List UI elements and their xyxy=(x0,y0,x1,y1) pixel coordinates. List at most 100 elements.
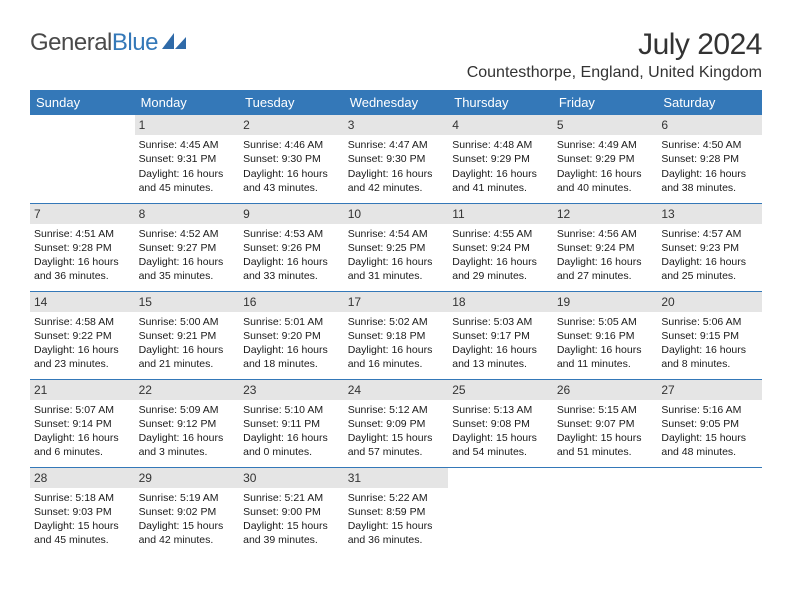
sunset-text: Sunset: 9:16 PM xyxy=(557,329,654,343)
calendar-cell: 16Sunrise: 5:01 AMSunset: 9:20 PMDayligh… xyxy=(239,291,344,379)
day-number: 26 xyxy=(553,380,658,400)
sunset-text: Sunset: 9:27 PM xyxy=(139,241,236,255)
sunset-text: Sunset: 9:30 PM xyxy=(243,152,340,166)
sunset-text: Sunset: 9:25 PM xyxy=(348,241,445,255)
daylight-text: Daylight: 16 hours and 21 minutes. xyxy=(139,343,236,371)
sunset-text: Sunset: 9:22 PM xyxy=(34,329,131,343)
daylight-text: Daylight: 16 hours and 3 minutes. xyxy=(139,431,236,459)
logo-sail-icon xyxy=(162,30,188,58)
calendar-week-row: 21Sunrise: 5:07 AMSunset: 9:14 PMDayligh… xyxy=(30,379,762,467)
daylight-text: Daylight: 15 hours and 48 minutes. xyxy=(661,431,758,459)
daylight-text: Daylight: 16 hours and 35 minutes. xyxy=(139,255,236,283)
sunset-text: Sunset: 9:20 PM xyxy=(243,329,340,343)
day-number: 19 xyxy=(553,292,658,312)
day-number: 23 xyxy=(239,380,344,400)
sunrise-text: Sunrise: 5:05 AM xyxy=(557,315,654,329)
calendar-cell: 10Sunrise: 4:54 AMSunset: 9:25 PMDayligh… xyxy=(344,203,449,291)
daylight-text: Daylight: 16 hours and 45 minutes. xyxy=(139,167,236,195)
sunrise-text: Sunrise: 4:49 AM xyxy=(557,138,654,152)
day-number: 21 xyxy=(30,380,135,400)
sunset-text: Sunset: 9:17 PM xyxy=(452,329,549,343)
sunset-text: Sunset: 9:24 PM xyxy=(557,241,654,255)
day-number: 25 xyxy=(448,380,553,400)
sunset-text: Sunset: 9:11 PM xyxy=(243,417,340,431)
sunset-text: Sunset: 9:29 PM xyxy=(557,152,654,166)
daylight-text: Daylight: 16 hours and 0 minutes. xyxy=(243,431,340,459)
sunrise-text: Sunrise: 4:45 AM xyxy=(139,138,236,152)
sunset-text: Sunset: 9:28 PM xyxy=(661,152,758,166)
day-number: 20 xyxy=(657,292,762,312)
daylight-text: Daylight: 16 hours and 25 minutes. xyxy=(661,255,758,283)
day-number: 29 xyxy=(135,468,240,488)
day-number: 14 xyxy=(30,292,135,312)
sunrise-text: Sunrise: 5:12 AM xyxy=(348,403,445,417)
location-text: Countesthorpe, England, United Kingdom xyxy=(467,64,762,82)
calendar-cell: 11Sunrise: 4:55 AMSunset: 9:24 PMDayligh… xyxy=(448,203,553,291)
calendar-cell: 22Sunrise: 5:09 AMSunset: 9:12 PMDayligh… xyxy=(135,379,240,467)
sunrise-text: Sunrise: 5:22 AM xyxy=(348,491,445,505)
calendar-cell: 7Sunrise: 4:51 AMSunset: 9:28 PMDaylight… xyxy=(30,203,135,291)
sunrise-text: Sunrise: 5:06 AM xyxy=(661,315,758,329)
day-number: 13 xyxy=(657,204,762,224)
calendar-cell: 1Sunrise: 4:45 AMSunset: 9:31 PMDaylight… xyxy=(135,115,240,203)
daylight-text: Daylight: 15 hours and 39 minutes. xyxy=(243,519,340,547)
sunset-text: Sunset: 9:05 PM xyxy=(661,417,758,431)
daylight-text: Daylight: 16 hours and 13 minutes. xyxy=(452,343,549,371)
day-number: 31 xyxy=(344,468,449,488)
daylight-text: Daylight: 15 hours and 57 minutes. xyxy=(348,431,445,459)
calendar-week-row: 14Sunrise: 4:58 AMSunset: 9:22 PMDayligh… xyxy=(30,291,762,379)
calendar-cell: 23Sunrise: 5:10 AMSunset: 9:11 PMDayligh… xyxy=(239,379,344,467)
sunrise-text: Sunrise: 4:52 AM xyxy=(139,227,236,241)
sunset-text: Sunset: 9:18 PM xyxy=(348,329,445,343)
weekday-header: Tuesday xyxy=(239,90,344,115)
calendar-cell: 31Sunrise: 5:22 AMSunset: 8:59 PMDayligh… xyxy=(344,467,449,555)
calendar-cell: 3Sunrise: 4:47 AMSunset: 9:30 PMDaylight… xyxy=(344,115,449,203)
sunrise-text: Sunrise: 4:56 AM xyxy=(557,227,654,241)
daylight-text: Daylight: 16 hours and 40 minutes. xyxy=(557,167,654,195)
sunset-text: Sunset: 9:09 PM xyxy=(348,417,445,431)
calendar-cell: 20Sunrise: 5:06 AMSunset: 9:15 PMDayligh… xyxy=(657,291,762,379)
day-number: 7 xyxy=(30,204,135,224)
day-number: 22 xyxy=(135,380,240,400)
title-block: July 2024 Countesthorpe, England, United… xyxy=(467,28,762,82)
sunrise-text: Sunrise: 4:57 AM xyxy=(661,227,758,241)
calendar-cell xyxy=(553,467,658,555)
daylight-text: Daylight: 16 hours and 18 minutes. xyxy=(243,343,340,371)
daylight-text: Daylight: 15 hours and 42 minutes. xyxy=(139,519,236,547)
sunrise-text: Sunrise: 5:02 AM xyxy=(348,315,445,329)
day-number: 9 xyxy=(239,204,344,224)
sunrise-text: Sunrise: 4:58 AM xyxy=(34,315,131,329)
daylight-text: Daylight: 16 hours and 23 minutes. xyxy=(34,343,131,371)
daylight-text: Daylight: 16 hours and 29 minutes. xyxy=(452,255,549,283)
day-number: 2 xyxy=(239,115,344,135)
calendar-cell: 29Sunrise: 5:19 AMSunset: 9:02 PMDayligh… xyxy=(135,467,240,555)
calendar-week-row: 1Sunrise: 4:45 AMSunset: 9:31 PMDaylight… xyxy=(30,115,762,203)
calendar-cell: 28Sunrise: 5:18 AMSunset: 9:03 PMDayligh… xyxy=(30,467,135,555)
sunset-text: Sunset: 9:26 PM xyxy=(243,241,340,255)
day-number: 5 xyxy=(553,115,658,135)
calendar-cell: 4Sunrise: 4:48 AMSunset: 9:29 PMDaylight… xyxy=(448,115,553,203)
sunrise-text: Sunrise: 5:01 AM xyxy=(243,315,340,329)
daylight-text: Daylight: 16 hours and 43 minutes. xyxy=(243,167,340,195)
sunrise-text: Sunrise: 5:13 AM xyxy=(452,403,549,417)
daylight-text: Daylight: 15 hours and 45 minutes. xyxy=(34,519,131,547)
sunset-text: Sunset: 9:29 PM xyxy=(452,152,549,166)
sunrise-text: Sunrise: 4:54 AM xyxy=(348,227,445,241)
day-number: 15 xyxy=(135,292,240,312)
daylight-text: Daylight: 15 hours and 36 minutes. xyxy=(348,519,445,547)
sunrise-text: Sunrise: 4:50 AM xyxy=(661,138,758,152)
calendar-cell: 18Sunrise: 5:03 AMSunset: 9:17 PMDayligh… xyxy=(448,291,553,379)
sunrise-text: Sunrise: 5:15 AM xyxy=(557,403,654,417)
sunrise-text: Sunrise: 4:47 AM xyxy=(348,138,445,152)
day-number: 8 xyxy=(135,204,240,224)
sunset-text: Sunset: 9:21 PM xyxy=(139,329,236,343)
sunset-text: Sunset: 9:30 PM xyxy=(348,152,445,166)
calendar-cell: 25Sunrise: 5:13 AMSunset: 9:08 PMDayligh… xyxy=(448,379,553,467)
calendar-cell: 21Sunrise: 5:07 AMSunset: 9:14 PMDayligh… xyxy=(30,379,135,467)
sunrise-text: Sunrise: 5:18 AM xyxy=(34,491,131,505)
day-number: 18 xyxy=(448,292,553,312)
daylight-text: Daylight: 16 hours and 41 minutes. xyxy=(452,167,549,195)
calendar-cell: 13 Sunrise: 4:57 AMSunset: 9:23 PMDayligh… xyxy=(657,203,762,291)
sunset-text: Sunset: 9:23 PM xyxy=(661,241,758,255)
calendar-cell: 9Sunrise: 4:53 AMSunset: 9:26 PMDaylight… xyxy=(239,203,344,291)
